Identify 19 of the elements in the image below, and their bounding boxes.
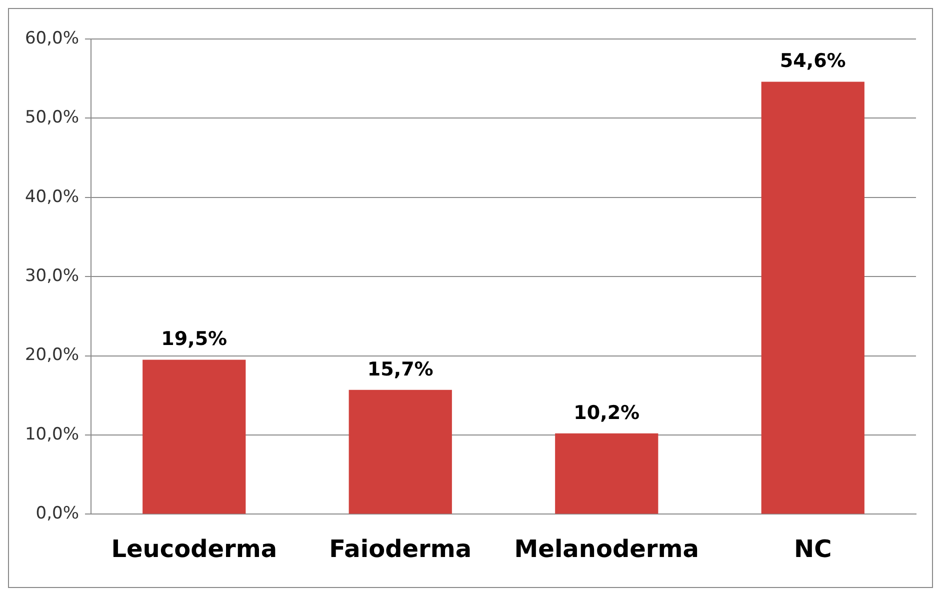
y-tick-label: 0,0% [36, 504, 80, 524]
bar [555, 433, 658, 514]
data-label: 15,7% [367, 358, 434, 380]
y-tick-label: 20,0% [24, 345, 80, 366]
x-tick-label: Leucoderma [111, 534, 278, 563]
data-label: 54,6% [780, 50, 846, 72]
x-tick-label: Melanoderma [514, 534, 699, 563]
y-tick-label: 10,0% [24, 424, 80, 444]
bar [142, 360, 246, 514]
data-label: 19,5% [161, 328, 228, 350]
y-tick-label: 30,0% [24, 266, 80, 286]
x-tick-label: Faioderma [329, 534, 472, 563]
bar [348, 390, 452, 514]
y-tick-label: 50,0% [24, 108, 80, 128]
x-tick-label: NC [794, 534, 832, 563]
data-label: 10,2% [574, 402, 640, 424]
bar [761, 82, 864, 514]
y-tick-label: 40,0% [24, 186, 80, 207]
y-tick-label: 60,0% [24, 28, 80, 48]
